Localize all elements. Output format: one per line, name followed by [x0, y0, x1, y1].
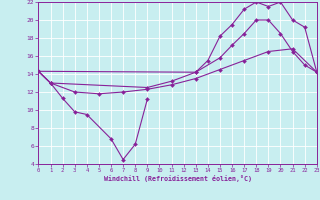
- X-axis label: Windchill (Refroidissement éolien,°C): Windchill (Refroidissement éolien,°C): [104, 175, 252, 182]
